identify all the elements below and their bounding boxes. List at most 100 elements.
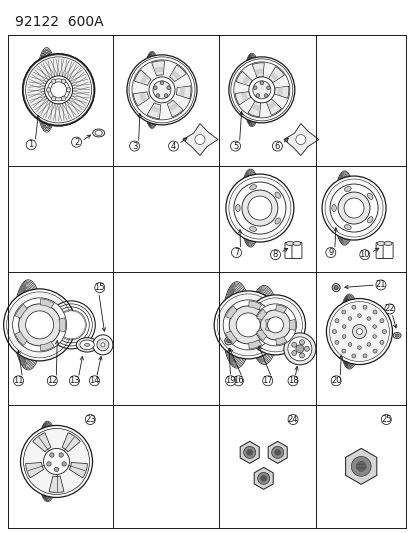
Circle shape — [247, 196, 271, 220]
Text: 92122  600A: 92122 600A — [15, 15, 103, 29]
Circle shape — [295, 345, 303, 353]
Circle shape — [372, 349, 376, 353]
Circle shape — [26, 58, 90, 122]
Circle shape — [132, 60, 192, 120]
Ellipse shape — [249, 185, 256, 190]
Wedge shape — [247, 101, 260, 117]
Circle shape — [325, 298, 392, 365]
Ellipse shape — [227, 288, 242, 362]
Circle shape — [71, 137, 81, 147]
Circle shape — [69, 376, 79, 386]
Ellipse shape — [37, 49, 56, 131]
Circle shape — [233, 376, 243, 386]
Circle shape — [43, 448, 69, 474]
Circle shape — [129, 141, 139, 151]
Ellipse shape — [254, 292, 270, 358]
Ellipse shape — [292, 241, 300, 245]
Circle shape — [324, 179, 382, 237]
Circle shape — [267, 317, 283, 333]
Ellipse shape — [376, 241, 384, 245]
Ellipse shape — [367, 217, 372, 223]
Wedge shape — [62, 433, 80, 452]
Ellipse shape — [340, 296, 356, 367]
Ellipse shape — [242, 53, 260, 126]
Circle shape — [61, 96, 66, 101]
Text: 12: 12 — [47, 376, 57, 385]
Ellipse shape — [274, 218, 280, 224]
Circle shape — [62, 462, 66, 466]
Circle shape — [89, 376, 99, 386]
Circle shape — [46, 87, 51, 92]
FancyBboxPatch shape — [284, 243, 294, 259]
Circle shape — [45, 76, 72, 104]
Ellipse shape — [249, 227, 256, 231]
Circle shape — [262, 376, 272, 386]
Circle shape — [295, 134, 305, 144]
Circle shape — [375, 280, 385, 290]
Circle shape — [382, 329, 385, 334]
Ellipse shape — [336, 174, 351, 242]
Wedge shape — [288, 319, 295, 330]
Circle shape — [362, 305, 366, 309]
Ellipse shape — [20, 287, 33, 362]
Ellipse shape — [367, 193, 372, 199]
Ellipse shape — [36, 47, 57, 132]
Circle shape — [263, 94, 267, 98]
Circle shape — [54, 467, 59, 472]
Circle shape — [347, 317, 351, 320]
Circle shape — [156, 94, 159, 98]
Wedge shape — [256, 309, 266, 320]
Ellipse shape — [143, 51, 161, 128]
Text: 21: 21 — [375, 280, 385, 289]
Text: 20: 20 — [330, 376, 341, 385]
Circle shape — [287, 376, 297, 386]
Text: 15: 15 — [94, 283, 105, 292]
Circle shape — [330, 376, 340, 386]
Ellipse shape — [21, 288, 31, 361]
Circle shape — [299, 340, 304, 345]
Polygon shape — [254, 467, 273, 489]
Text: 18: 18 — [287, 376, 298, 385]
Ellipse shape — [339, 177, 347, 239]
Circle shape — [347, 343, 351, 346]
Ellipse shape — [40, 52, 53, 128]
Circle shape — [225, 174, 293, 242]
Wedge shape — [235, 71, 252, 86]
Circle shape — [7, 292, 72, 358]
Circle shape — [13, 298, 66, 352]
Circle shape — [356, 328, 361, 335]
Circle shape — [334, 319, 338, 322]
Ellipse shape — [338, 294, 359, 369]
Circle shape — [287, 337, 311, 361]
Circle shape — [321, 176, 385, 240]
Ellipse shape — [249, 286, 278, 365]
Wedge shape — [15, 304, 27, 318]
Circle shape — [253, 86, 256, 90]
Ellipse shape — [222, 281, 251, 368]
Wedge shape — [49, 476, 64, 492]
Ellipse shape — [230, 292, 237, 358]
Circle shape — [266, 86, 270, 90]
Circle shape — [341, 310, 345, 314]
Wedge shape — [167, 100, 183, 117]
Ellipse shape — [333, 171, 354, 245]
Text: 25: 25 — [380, 415, 391, 424]
Ellipse shape — [331, 205, 335, 212]
Ellipse shape — [14, 280, 43, 370]
FancyBboxPatch shape — [375, 243, 385, 259]
Wedge shape — [40, 299, 54, 308]
Ellipse shape — [244, 56, 256, 124]
Circle shape — [379, 319, 383, 322]
Circle shape — [366, 343, 370, 346]
Ellipse shape — [37, 421, 58, 502]
Ellipse shape — [344, 300, 350, 363]
Ellipse shape — [245, 175, 253, 241]
Ellipse shape — [18, 285, 36, 365]
Ellipse shape — [147, 58, 153, 123]
Circle shape — [23, 54, 95, 126]
Ellipse shape — [76, 337, 97, 352]
Ellipse shape — [337, 175, 349, 241]
Wedge shape — [147, 103, 160, 119]
Circle shape — [153, 81, 171, 99]
Ellipse shape — [343, 299, 352, 364]
